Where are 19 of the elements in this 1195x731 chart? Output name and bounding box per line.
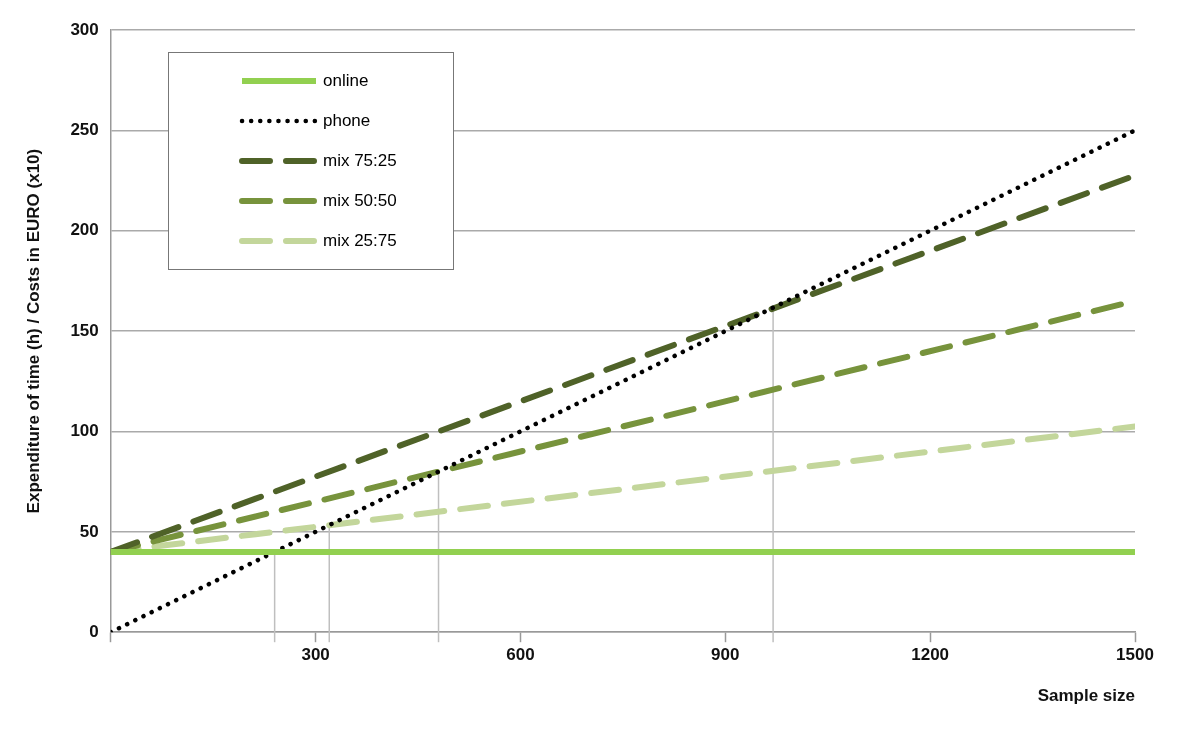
y-tick-label: 150 — [70, 320, 99, 340]
y-tick-label: 100 — [70, 421, 99, 441]
y-tick-label: 200 — [70, 220, 99, 240]
y-tick-label: 250 — [70, 120, 99, 140]
legend-label: mix 50:50 — [323, 191, 397, 211]
x-tick-label: 300 — [301, 645, 330, 665]
x-tick-label: 900 — [711, 645, 740, 665]
x-tick-label: 1200 — [911, 645, 950, 665]
x-axis-title: Sample size — [1037, 686, 1135, 706]
legend-label: phone — [323, 111, 371, 131]
x-tick-label: 1500 — [1116, 645, 1154, 665]
y-tick-label: 50 — [79, 521, 99, 541]
legend-label: online — [323, 71, 369, 91]
legend-label: mix 25:75 — [323, 231, 397, 251]
y-axis-title: Expenditure of time (h) / Costs in EURO (x10) — [23, 148, 43, 514]
y-tick-label: 300 — [70, 19, 99, 39]
y-tick-label: 0 — [89, 621, 99, 641]
legend-label: mix 75:25 — [323, 151, 397, 171]
x-tick-label: 600 — [506, 645, 535, 665]
